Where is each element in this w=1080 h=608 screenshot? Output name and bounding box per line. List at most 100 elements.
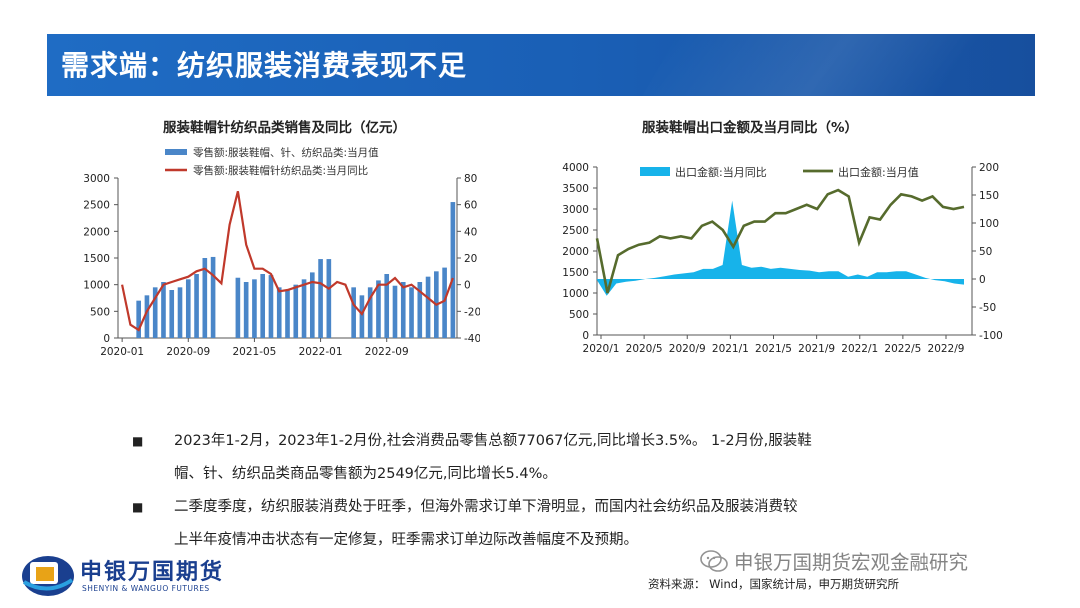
y-left-tick-label: 1500 [83, 253, 110, 265]
y-right-tick-label: 100 [979, 218, 999, 230]
chart1-title: 服装鞋帽针纺织品类销售及同比（亿元） [163, 120, 406, 136]
y-left-tick-label: 2000 [562, 246, 589, 258]
retail-bar [169, 290, 175, 338]
bullet-square-icon: ■ [132, 500, 144, 514]
yoy-area [597, 200, 964, 296]
x-tick-label: 2021/1 [712, 343, 749, 355]
retail-bar [177, 287, 183, 338]
bullet-text-line: 二季度季度，纺织服装消费处于旺季，但海外需求订单下滑明显，而国内社会纺织品及服装… [174, 499, 798, 515]
logo-subtitle: SHENYIN & WANGUO FUTURES [82, 584, 210, 593]
source-note: 资料来源： Wind，国家统计局，申万期货研究所 [648, 577, 900, 591]
y-right-tick-label: 0 [979, 274, 986, 286]
retail-bar [384, 274, 390, 338]
retail-bar [161, 282, 166, 338]
bullet-item: ■ 2023年1-2月，2023年1-2月份,社会消费品零售总额77067亿元,… [130, 425, 990, 491]
y-right-tick-label: 50 [979, 246, 992, 258]
y-left-tick-label: 500 [569, 309, 589, 321]
legend-area-swatch [640, 167, 670, 176]
yoy-line [121, 191, 454, 332]
retail-bar [301, 279, 307, 338]
x-tick-label: 2022/1 [841, 343, 878, 355]
retail-bar [409, 287, 414, 338]
retail-bar [326, 259, 332, 338]
y-left-tick-label: 1500 [562, 267, 589, 279]
y-left-tick-label: 500 [90, 306, 110, 318]
y-right-tick-label: 60 [464, 200, 477, 212]
chart2-title: 服装鞋帽出口金额及当月同比（%） [642, 120, 859, 136]
retail-sales-chart: 0 500 1000 1500 2000 2500 3000 -40 -20 0 20 40 60 80 2… [83, 146, 480, 358]
retail-bar [202, 258, 208, 338]
title-banner: 需求端：纺织服装消费表现不足 [47, 34, 1035, 96]
y-left-tick-label: 2500 [562, 225, 589, 237]
retail-bar [194, 274, 199, 338]
y-right-tick-label: 80 [464, 173, 477, 185]
x-tick-label: 2020-09 [166, 346, 210, 358]
retail-bar [235, 277, 241, 338]
retail-bar [450, 202, 456, 338]
export-value-line [595, 188, 965, 294]
logo-name: 申银万国期货 [80, 560, 225, 585]
wechat-icon [700, 550, 728, 577]
retail-bar [442, 267, 447, 338]
retail-bar [425, 276, 431, 338]
x-tick-label: 2022-01 [299, 346, 343, 358]
y-right-tick-label: -20 [464, 306, 480, 318]
retail-bar [136, 300, 141, 338]
retail-bar [276, 287, 282, 338]
retail-bar [260, 274, 266, 338]
export-chart: 0 500 1000 1500 2000 2500 3000 3500 4000 -100 -50 0… [562, 162, 1003, 355]
retail-bar [268, 275, 274, 338]
x-tick-label: 2020/1 [583, 343, 620, 355]
y-right-tick-label: 20 [464, 253, 477, 265]
y-left-tick-label: 3500 [562, 183, 589, 195]
x-tick-label: 2020/5 [626, 343, 663, 355]
retail-bar [185, 279, 191, 338]
legend-label: 出口金额:当月同比 [675, 165, 767, 179]
legend-label: 零售额:服装鞋帽针纺织品类:当月同比 [193, 164, 368, 177]
wechat-watermark: 申银万国期货宏观金融研究 [700, 546, 968, 577]
retail-bar [210, 256, 216, 338]
y-left-tick-label: 4000 [562, 162, 589, 174]
y-right-tick-label: 0 [464, 280, 471, 292]
y-left-tick-label: 3000 [83, 173, 110, 185]
y-right-tick-label: -40 [464, 333, 480, 345]
y-left-tick-label: 2000 [83, 226, 110, 238]
bullet-text-line: 帽、针、纺织品类商品零售额为2549亿元,同比增长5.4%。 [174, 466, 557, 482]
banner-stripe [614, 34, 1035, 96]
x-tick-label: 2021-05 [232, 346, 276, 358]
y-left-tick-label: 0 [582, 330, 589, 342]
legend-label: 出口金额:当月值 [838, 165, 919, 179]
retail-bar [144, 295, 150, 338]
retail-bar [392, 285, 398, 338]
logo-emblem-icon [22, 556, 74, 596]
retail-bar [376, 280, 381, 338]
retail-bar [351, 287, 356, 338]
y-left-tick-label: 1000 [562, 288, 589, 300]
y-left-tick-label: 3000 [562, 204, 589, 216]
legend-label: 零售额:服装鞋帽、针、纺织品类:当月值 [193, 146, 379, 159]
retail-bar [309, 272, 315, 338]
x-tick-label: 2022-09 [365, 346, 409, 358]
bullet-item: ■ 二季度季度，纺织服装消费处于旺季，但海外需求订单下滑明显，而国内社会纺织品及… [130, 491, 990, 557]
retail-bar [318, 259, 323, 338]
retail-bar [359, 295, 365, 338]
y-left-tick-label: 0 [103, 333, 110, 345]
x-tick-label: 2021/5 [755, 343, 792, 355]
retail-bar [152, 287, 158, 338]
y-right-tick-label: 150 [979, 190, 999, 202]
y-left-tick-label: 1000 [83, 280, 110, 292]
company-logo: 申银万国期货 SHENYIN & WANGUO FUTURES [20, 552, 260, 602]
x-tick-label: 2021/9 [798, 343, 835, 355]
retail-bar [293, 284, 299, 338]
retail-bar [417, 282, 423, 338]
retail-bar [252, 279, 257, 338]
retail-bar [400, 282, 406, 338]
page-title: 需求端：纺织服装消费表现不足 [61, 49, 468, 82]
y-right-tick-label: 200 [979, 162, 999, 174]
bullet-square-icon: ■ [132, 434, 144, 448]
y-right-tick-label: -100 [979, 330, 1003, 342]
legend-bar-swatch [165, 149, 187, 155]
x-tick-label: 2022/5 [884, 343, 921, 355]
y-left-tick-label: 2500 [83, 200, 110, 212]
retail-bar [285, 290, 290, 338]
